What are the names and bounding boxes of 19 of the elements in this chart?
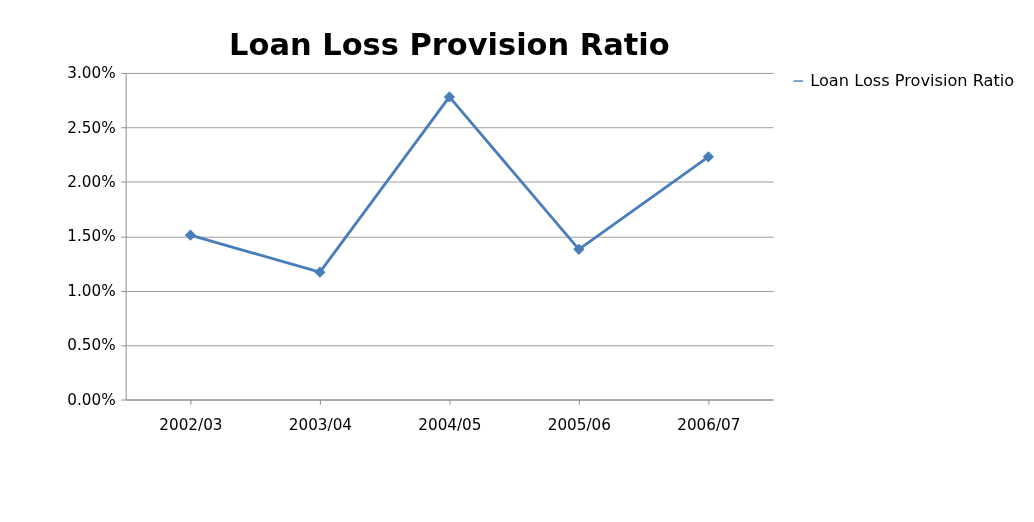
point <box>702 151 715 163</box>
x-tick-label: 2002/03 <box>159 416 223 435</box>
x-tick-label: 2003/04 <box>288 416 352 435</box>
point <box>443 91 456 103</box>
x-tick-label: 2006/07 <box>677 416 741 435</box>
chart-title: Loan Loss Provision Ratio <box>229 26 670 62</box>
y-tick-label: 1.00% <box>67 281 116 300</box>
y-tick-label: 1.50% <box>67 227 116 246</box>
x-tick-label: 2005/06 <box>547 416 611 435</box>
point <box>184 229 197 241</box>
point <box>314 266 326 278</box>
y-tick-label: 3.00% <box>67 64 116 83</box>
y-tick-label: 2.50% <box>67 118 116 137</box>
y-tick-label: 0.50% <box>67 336 116 355</box>
y-tick-label: 2.00% <box>67 173 116 192</box>
y-tick-label: 0.00% <box>67 390 116 409</box>
point <box>573 243 585 255</box>
x-tick-label: 2004/05 <box>418 416 482 435</box>
legend-label: Loan Loss Provision Ratio <box>810 70 1015 90</box>
